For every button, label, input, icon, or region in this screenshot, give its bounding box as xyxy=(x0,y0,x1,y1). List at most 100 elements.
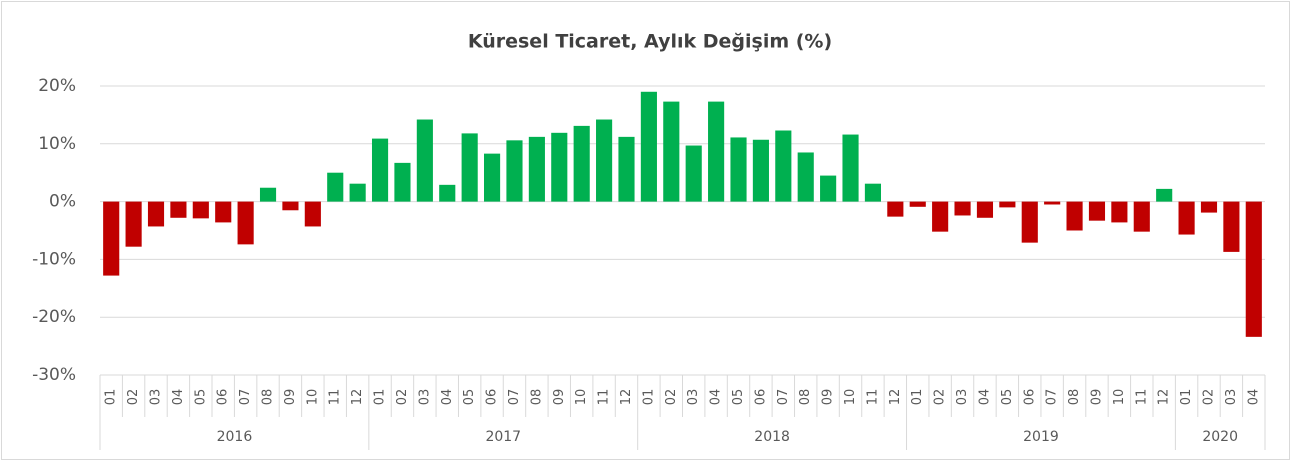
x-tick-label: 04 xyxy=(709,389,724,406)
y-tick-label: -20% xyxy=(32,307,76,327)
x-tick-label: 09 xyxy=(821,389,836,406)
bar xyxy=(640,91,657,202)
x-tick-label: 10 xyxy=(305,389,320,406)
bar xyxy=(147,201,165,227)
bar xyxy=(999,201,1016,208)
bar xyxy=(461,133,478,202)
bar xyxy=(1245,201,1262,337)
x-tick-label: 09 xyxy=(552,389,567,406)
x-tick-label: 08 xyxy=(529,389,544,406)
bar xyxy=(1178,201,1195,235)
chart-title: Küresel Ticaret, Aylık Değişim (%) xyxy=(468,31,832,53)
bar xyxy=(976,201,994,218)
y-tick-label: -10% xyxy=(32,249,76,269)
bar xyxy=(685,145,702,202)
x-tick-label: 01 xyxy=(1179,389,1194,406)
bar xyxy=(842,134,859,202)
bar xyxy=(349,183,366,202)
bar xyxy=(820,175,837,202)
x-tick-label: 03 xyxy=(955,389,970,406)
group-label: 2020 xyxy=(1202,429,1238,445)
x-tick-label: 12 xyxy=(1157,389,1172,406)
bar xyxy=(237,201,254,245)
bar xyxy=(1133,201,1150,232)
bar xyxy=(394,162,411,202)
bar xyxy=(484,153,501,202)
bar xyxy=(797,152,814,202)
x-tick-label: 06 xyxy=(1022,389,1037,406)
group-label: 2016 xyxy=(217,429,253,445)
x-tick-label: 05 xyxy=(193,389,208,406)
bar xyxy=(528,136,545,202)
bar xyxy=(663,101,680,202)
y-tick-label: -30% xyxy=(32,365,76,385)
x-tick-label: 08 xyxy=(1067,389,1082,406)
bar xyxy=(1044,201,1061,205)
x-tick-label: 03 xyxy=(149,389,164,406)
bar xyxy=(371,138,389,202)
bar xyxy=(618,136,635,202)
bar xyxy=(215,201,232,223)
x-tick-label: 06 xyxy=(485,389,500,406)
x-tick-label: 04 xyxy=(440,389,455,406)
x-tick-label: 02 xyxy=(1201,389,1216,406)
bar xyxy=(932,201,949,232)
group-label: 2018 xyxy=(754,429,790,445)
bar xyxy=(887,201,904,217)
x-tick-label: 06 xyxy=(753,389,768,406)
bar xyxy=(909,201,926,207)
bar xyxy=(192,201,209,219)
x-tick-label: 01 xyxy=(104,389,119,406)
bar xyxy=(170,201,187,218)
group-label: 2017 xyxy=(485,429,521,445)
bar xyxy=(327,172,344,202)
bar xyxy=(439,184,456,202)
x-tick-label: 10 xyxy=(843,389,858,406)
x-tick-label: 11 xyxy=(328,389,343,406)
x-tick-label: 10 xyxy=(1112,389,1127,406)
x-tick-label: 04 xyxy=(977,389,992,406)
x-tick-label: 11 xyxy=(1134,389,1149,406)
x-tick-label: 02 xyxy=(126,389,141,406)
x-tick-label: 01 xyxy=(641,389,656,406)
y-tick-label: 20% xyxy=(38,76,76,96)
x-tick-label: 06 xyxy=(216,389,231,406)
x-tick-label: 05 xyxy=(462,389,477,406)
x-tick-label: 12 xyxy=(350,389,365,406)
bar xyxy=(1223,201,1240,252)
group-label: 2019 xyxy=(1023,429,1059,445)
bar xyxy=(1156,188,1173,202)
x-tick-label: 08 xyxy=(261,389,276,406)
bar xyxy=(1111,201,1128,223)
bar xyxy=(864,183,881,202)
x-tick-label: 07 xyxy=(507,389,522,406)
x-tick-label: 05 xyxy=(1000,389,1015,406)
x-tick-label: 04 xyxy=(1246,389,1261,406)
bar xyxy=(125,201,142,247)
x-tick-label: 07 xyxy=(776,389,791,406)
bar xyxy=(730,137,747,202)
bar xyxy=(573,125,590,202)
bar xyxy=(282,201,299,211)
x-tick-label: 02 xyxy=(664,389,679,406)
bar xyxy=(775,130,792,202)
x-tick-label: 01 xyxy=(910,389,925,406)
x-tick-label: 04 xyxy=(171,389,186,406)
x-tick-label: 02 xyxy=(933,389,948,406)
x-tick-label: 02 xyxy=(395,389,410,406)
bar xyxy=(506,140,523,202)
bar xyxy=(708,101,725,202)
x-tick-label: 12 xyxy=(888,389,903,406)
x-tick-label: 07 xyxy=(1045,389,1060,406)
bar xyxy=(1200,201,1218,213)
bar xyxy=(551,132,568,202)
bar xyxy=(1021,201,1038,243)
bar xyxy=(596,119,613,202)
bar xyxy=(752,139,769,202)
x-tick-label: 01 xyxy=(373,389,388,406)
x-tick-label: 03 xyxy=(1224,389,1239,406)
x-tick-label: 09 xyxy=(283,389,298,406)
y-tick-label: 10% xyxy=(38,134,76,154)
bar xyxy=(304,201,321,227)
y-tick-label: 0% xyxy=(49,192,76,212)
